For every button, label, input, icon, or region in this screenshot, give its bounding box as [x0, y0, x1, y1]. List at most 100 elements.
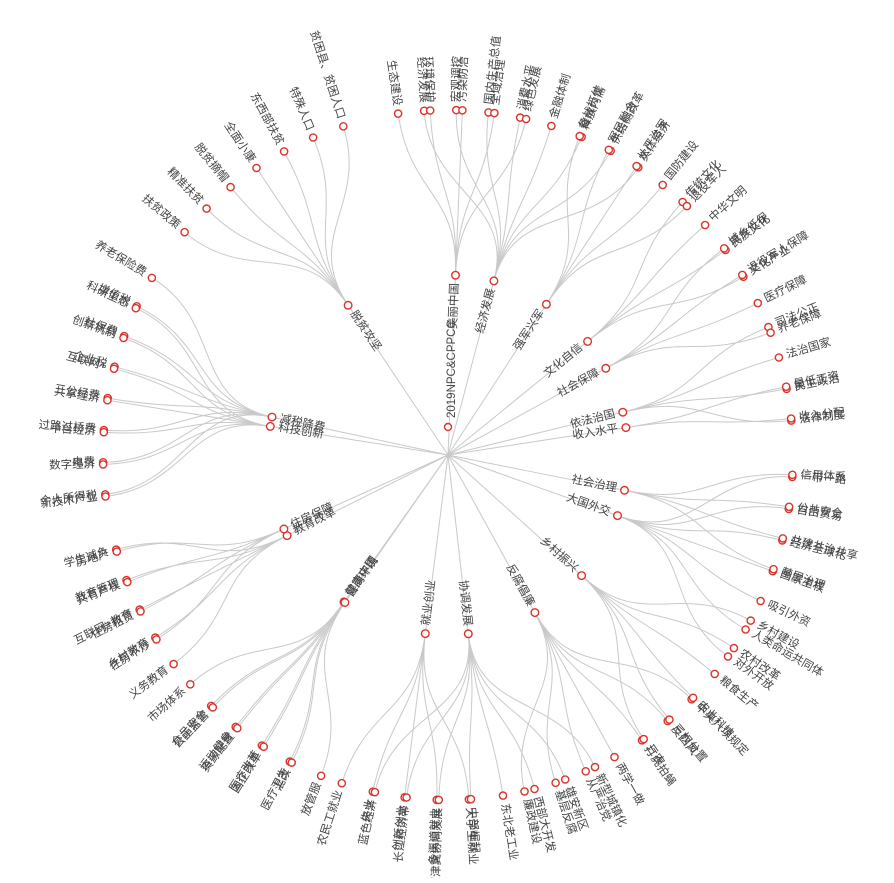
leaf-node-11-0-dot [575, 131, 585, 141]
leaf-node-9-3-label: 全面小康 [222, 119, 259, 165]
branch-node-12-dot [601, 363, 611, 373]
leaf-node-11-2-dot [632, 161, 641, 171]
link-branch-2-leaf-1 [622, 357, 780, 413]
leaf-node-9-2: 脱贫摘帽 [192, 140, 235, 192]
leaf-node-7-0-dot [169, 659, 178, 669]
leaf-node-10-0: 生态建设 [384, 59, 405, 118]
leaf-node-17-3-label: 资源配置 [198, 730, 237, 775]
leaf-node-16-3-dot [498, 791, 508, 800]
leaf-node-3-6-dot [723, 652, 733, 661]
leaf-node-16-2-dot [530, 784, 539, 794]
leaf-node-5-3-label: 失业 [359, 798, 377, 823]
leaf-node-11-1-dot [604, 145, 614, 155]
branch-node-5-label: 就业创业 [418, 579, 438, 626]
link-branch-3-leaf-2 [617, 515, 783, 541]
branch-node-13-dot [621, 423, 631, 433]
link-branch-14-leaf-2 [624, 489, 783, 539]
link-branch-3-leaf-0 [617, 476, 793, 523]
link-branch-11-leaf-4 [545, 205, 688, 305]
link-branch-19-leaf-6 [135, 307, 271, 427]
leaf-node-14-0-label: 信用体系 [800, 467, 847, 484]
leaf-node-12-2-dot [753, 298, 763, 308]
link-branch-14-leaf-3 [624, 489, 774, 570]
leaf-node-10-0-dot [393, 109, 403, 118]
leaf-node-17-5-label: 市场体系 [145, 684, 189, 725]
leaf-node-8-2-label: 过路过桥费 [38, 417, 96, 435]
link-branch-3-leaf-4 [617, 515, 761, 602]
link-branch-16-leaf-3 [467, 633, 504, 796]
leaf-node-15-4-dot [665, 715, 674, 724]
link-branch-19-leaf-5 [123, 337, 271, 427]
leaf-node-15-5-dot [639, 734, 649, 744]
leaf-node-11-3-dot [658, 180, 668, 190]
leaf-node-9-1-dot [202, 204, 211, 213]
leaf-node-9-3: 全面小康 [222, 119, 261, 173]
link-branch-10-leaf-3 [455, 113, 495, 276]
link-branch-19-leaf-4 [113, 368, 271, 427]
leaf-node-9-0-dot [180, 227, 189, 237]
leaf-node-10-2-label: 污染防治 [455, 56, 471, 103]
link-branch-12-leaf-1 [605, 274, 743, 369]
leaf-node-4-3-dot [610, 752, 619, 762]
link-branch-7-leaf-1 [155, 535, 288, 639]
leaf-node-14-0: 信用体系 [788, 467, 847, 484]
leaf-node-17-4-label: 公正监管 [170, 708, 212, 751]
leaf-node-17-0-label: 放管服 [298, 780, 324, 818]
link-branch-15-leaf-3 [581, 575, 694, 699]
leaf-node-5-4-dot [337, 778, 347, 788]
link-root-to-branch-13 [447, 427, 626, 456]
leaf-node-2-1: 法治国家 [774, 334, 833, 362]
leaf-node-1-1-label: 中华文明 [706, 183, 750, 224]
leaf-node-12-3-dot [766, 328, 775, 338]
link-branch-0-leaf-7 [493, 167, 639, 282]
link-branch-5-leaf-4 [341, 633, 426, 784]
link-root-to-branch-1 [447, 341, 588, 456]
link-branch-13-leaf-1 [625, 418, 792, 429]
link-branch-15-leaf-1 [581, 575, 735, 649]
link-branch-17-leaf-1 [291, 602, 346, 763]
leaf-node-9-1: 精准扶贫 [164, 164, 211, 213]
leaf-node-15-3-label: 农业科技 [695, 698, 738, 741]
leaf-node-2-3-label: 法律制度 [798, 407, 846, 426]
leaf-node-16-7-label: 蓝色经济 [356, 798, 380, 846]
leaf-node-5-1-label: 多渠道就业 [427, 808, 443, 866]
branch-node-14-dot [620, 485, 630, 495]
link-branch-0-leaf-4 [493, 125, 552, 282]
leaf-node-15-0-dot [746, 616, 756, 625]
leaf-node-0-4-label: 金融体制 [546, 72, 573, 120]
link-root-to-branch-12 [447, 367, 607, 456]
link-branch-3-leaf-3 [617, 515, 773, 572]
link-branch-1-leaf-0 [587, 201, 683, 342]
leaf-node-9-2-label: 脱贫摘帽 [192, 140, 232, 185]
leaf-node-17-2: 国企改革 [228, 742, 269, 796]
link-branch-0-leaf-2 [486, 112, 501, 282]
leaf-node-17-2-label: 国企改革 [228, 749, 264, 795]
link-branch-10-leaf-2 [455, 110, 463, 276]
link-branch-0-leaf-1 [455, 110, 499, 282]
link-branch-19-leaf-1 [103, 423, 271, 465]
branch-node-10-dot [451, 270, 461, 280]
leaf-node-14-0-dot [788, 470, 797, 480]
link-root-to-branch-4 [447, 454, 536, 613]
branch-node-15-label: 乡村振兴 [538, 533, 582, 574]
leaf-node-17-1-dot [287, 758, 297, 767]
leaf-node-4-5-dot [551, 778, 560, 788]
leaf-node-9-4-dot [279, 147, 289, 156]
leaf-node-13-0-dot [781, 382, 791, 392]
leaf-node-10-0-label: 生态建设 [384, 59, 405, 107]
leaf-node-18-2: 共有产权 [74, 577, 132, 608]
link-branch-18-leaf-0 [156, 528, 285, 640]
leaf-node-17-5-dot [185, 680, 195, 689]
link-layer [103, 110, 793, 800]
link-branch-14-leaf-1 [624, 489, 790, 508]
link-branch-9-leaf-0 [184, 231, 349, 306]
branch-node-8-dot [267, 412, 277, 422]
leaf-node-13-1-dot [786, 414, 796, 423]
leaf-node-8-1-label: 电费 [72, 456, 95, 469]
leaf-node-18-0-label: 住房不炒 [107, 637, 153, 673]
link-root-to-branch-11 [447, 304, 547, 456]
leaf-node-0-1: 宏观调控 [449, 55, 464, 115]
leaf-node-19-2: 平台经济 [50, 421, 109, 438]
link-branch-7-leaf-0 [173, 535, 288, 665]
